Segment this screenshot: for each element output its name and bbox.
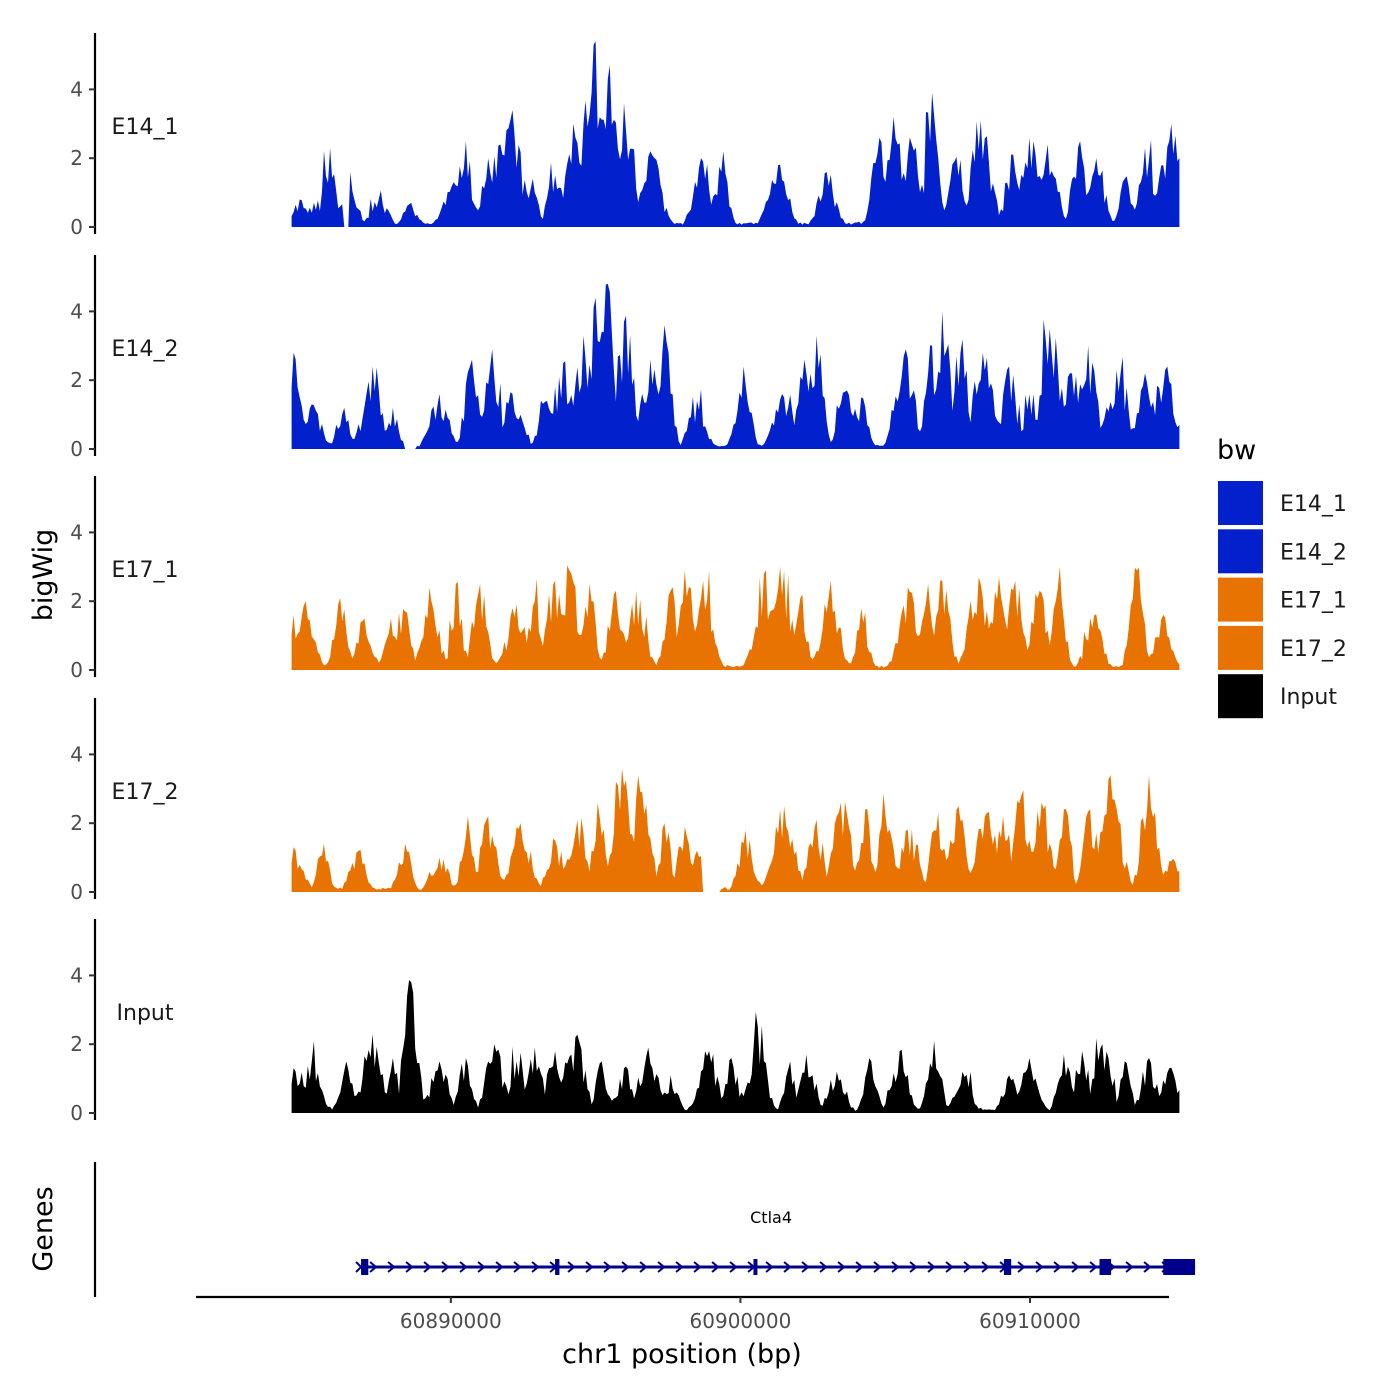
gene-exon <box>753 1259 758 1275</box>
legend-label: E14_2 <box>1280 540 1347 565</box>
gene-exon <box>555 1259 560 1275</box>
strand-arrow <box>1017 1261 1026 1273</box>
gene-exon <box>1003 1259 1012 1275</box>
legend-label: E14_1 <box>1280 492 1347 517</box>
x-tick-label: 60890000 <box>400 1309 502 1333</box>
legend-label: Input <box>1280 685 1337 710</box>
legend-label: E17_1 <box>1280 589 1347 614</box>
strand-arrow <box>873 1261 882 1273</box>
gene-track: Ctla4 <box>93 1162 1196 1297</box>
strand-arrow <box>621 1261 630 1273</box>
legend-label: E17_2 <box>1280 637 1347 662</box>
track-E17_1: 0 2 4 E17_1 <box>70 476 1180 682</box>
strand-arrow <box>891 1261 900 1273</box>
strand-arrow <box>675 1261 684 1273</box>
y-tick-label: 0 <box>70 1101 83 1125</box>
strand-arrow <box>369 1261 378 1273</box>
legend-title: bw <box>1217 435 1256 466</box>
legend: bw E14_1 E14_2 E17_1 E17_2 Input <box>1217 435 1347 719</box>
x-axis: 60890000 60900000 60910000 <box>196 1295 1169 1333</box>
strand-arrow <box>855 1261 864 1273</box>
y-tick-label: 2 <box>70 589 83 613</box>
gene-exon <box>1163 1259 1196 1275</box>
y-axis-title: bigWig <box>28 529 59 622</box>
strand-arrow <box>387 1261 396 1273</box>
strand-arrow <box>837 1261 846 1273</box>
y-tick-label: 2 <box>70 811 83 835</box>
strand-arrow <box>459 1261 468 1273</box>
y-tick-label: 2 <box>70 368 83 392</box>
strand-arrow <box>585 1261 594 1273</box>
strand-arrow <box>603 1261 612 1273</box>
strand-arrow <box>1053 1261 1062 1273</box>
track-label: E17_1 <box>112 558 179 583</box>
strand-arrow <box>423 1261 432 1273</box>
y-tick-label: 0 <box>70 215 83 239</box>
strand-arrow <box>801 1261 810 1273</box>
strand-arrow <box>909 1261 918 1273</box>
track-label: E14_1 <box>112 115 179 140</box>
strand-arrow <box>513 1261 522 1273</box>
gene-exon <box>1099 1259 1112 1275</box>
coverage-area-E17_1 <box>291 565 1180 670</box>
legend-key-E14_2 <box>1218 529 1263 574</box>
y-tick-label: 2 <box>70 1032 83 1056</box>
gene-label: Ctla4 <box>750 1208 792 1227</box>
genes-axis-title: Genes <box>28 1186 59 1271</box>
strand-arrow <box>693 1261 702 1273</box>
strand-arrow <box>1035 1261 1044 1273</box>
strand-arrow <box>765 1261 774 1273</box>
track-label: Input <box>117 1001 174 1026</box>
track-label: E14_2 <box>112 337 179 362</box>
y-tick-label: 4 <box>70 77 83 101</box>
legend-key-E14_1 <box>1218 481 1263 525</box>
legend-key-E17_1 <box>1218 577 1263 622</box>
y-tick-label: 4 <box>70 963 83 987</box>
strand-arrow <box>945 1261 954 1273</box>
strand-arrow <box>981 1261 990 1273</box>
strand-arrow <box>531 1261 540 1273</box>
x-tick-label: 60900000 <box>690 1309 792 1333</box>
strand-arrow <box>657 1261 666 1273</box>
strand-arrow <box>405 1261 414 1273</box>
y-tick-label: 0 <box>70 880 83 904</box>
strand-arrow <box>477 1261 486 1273</box>
strand-arrow <box>927 1261 936 1273</box>
track-E17_2: 0 2 4 E17_2 <box>70 698 1180 904</box>
coverage-area-E14_1 <box>291 41 1180 228</box>
strand-arrow <box>495 1261 504 1273</box>
track-Input: 0 2 4 Input <box>70 919 1180 1125</box>
y-tick-label: 4 <box>70 520 83 544</box>
legend-key-Input <box>1218 674 1263 719</box>
strand-arrow <box>1125 1261 1134 1273</box>
strand-arrow <box>639 1261 648 1273</box>
strand-arrow <box>567 1261 576 1273</box>
strand-arrow <box>711 1261 720 1273</box>
y-tick-label: 4 <box>70 299 83 323</box>
strand-arrow <box>441 1261 450 1273</box>
coverage-area-E17_2 <box>291 768 1180 892</box>
coverage-area-Input <box>291 980 1180 1113</box>
strand-arrow <box>729 1261 738 1273</box>
strand-arrow <box>1089 1261 1098 1273</box>
x-axis-title: chr1 position (bp) <box>562 1339 802 1370</box>
y-tick-label: 0 <box>70 658 83 682</box>
track-E14_2: 0 2 4 E14_2 <box>70 255 1180 461</box>
strand-arrow <box>1071 1261 1080 1273</box>
y-tick-label: 2 <box>70 146 83 170</box>
x-tick-label: 60910000 <box>979 1309 1081 1333</box>
y-tick-label: 0 <box>70 437 83 461</box>
legend-key-E17_2 <box>1218 625 1263 670</box>
strand-arrow <box>1143 1261 1152 1273</box>
coverage-tracks: 0 2 4 E14_1 0 2 4 E14_2 0 2 4 E17_1 0 2 4 E17_2 0 2 4 Input <box>70 33 1180 1125</box>
strand-arrow <box>783 1261 792 1273</box>
gene-exon <box>361 1259 369 1275</box>
strand-arrow <box>819 1261 828 1273</box>
coverage-area-E14_2 <box>291 283 1180 449</box>
strand-arrow <box>963 1261 972 1273</box>
track-label: E17_2 <box>112 780 179 805</box>
track-E14_1: 0 2 4 E14_1 <box>70 33 1180 239</box>
y-tick-label: 4 <box>70 742 83 766</box>
